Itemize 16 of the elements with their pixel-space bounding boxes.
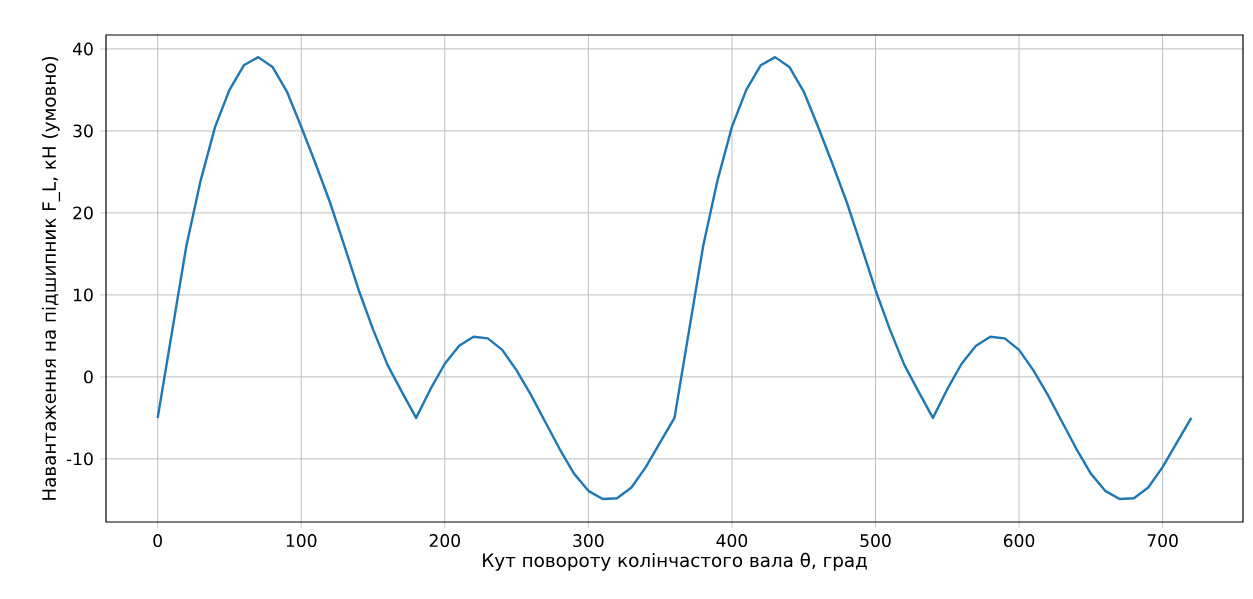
x-tick-label: 200 xyxy=(429,534,460,548)
y-tick-label: -10 xyxy=(66,452,93,466)
x-axis-title: Кут повороту колінчастого вала θ, град xyxy=(483,552,867,571)
x-tick-label: 600 xyxy=(1003,534,1035,548)
x-tick-label: 500 xyxy=(860,534,891,548)
x-tick-label: 300 xyxy=(573,534,604,548)
x-tick-label: 0 xyxy=(153,534,162,548)
x-tick-label: 700 xyxy=(1147,534,1178,548)
y-tick-label: 20 xyxy=(73,206,93,220)
y-axis-title: Навантаження на підшипник F_L, кН (умовно) xyxy=(41,56,61,500)
x-tick-label: 400 xyxy=(716,534,748,548)
x-tick-label: 100 xyxy=(286,534,317,548)
y-tick-label: 40 xyxy=(72,42,93,56)
y-tick-label: 10 xyxy=(73,288,93,302)
y-tick-label: 30 xyxy=(73,124,93,138)
y-tick-label: 0 xyxy=(84,370,93,384)
